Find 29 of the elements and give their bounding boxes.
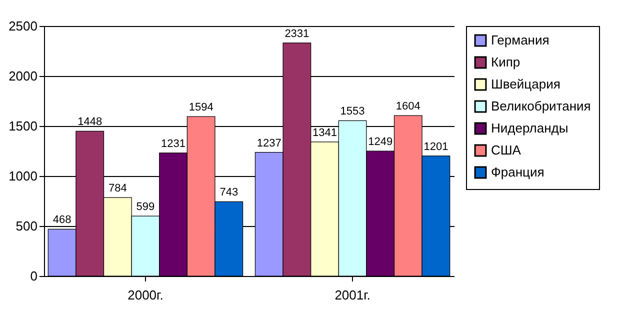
data-label: 1448 bbox=[78, 116, 102, 128]
y-tick-label: 500 bbox=[16, 218, 38, 234]
data-label: 1201 bbox=[424, 140, 448, 153]
data-label: 468 bbox=[52, 214, 72, 226]
data-label: 1553 bbox=[340, 106, 365, 118]
y-tick-label: 1000 bbox=[8, 168, 38, 184]
legend-label: Нидерланды bbox=[491, 120, 568, 136]
legend-label: Великобритания bbox=[491, 98, 591, 114]
data-label: 784 bbox=[108, 182, 127, 195]
data-label: 599 bbox=[136, 201, 155, 214]
data-label: 1231 bbox=[161, 138, 186, 150]
y-tick-label: 2500 bbox=[8, 18, 38, 34]
legend-label: Кипр bbox=[491, 54, 520, 70]
data-label: 2331 bbox=[284, 28, 310, 40]
data-label: 1604 bbox=[396, 100, 420, 113]
legend-label: Швейцария bbox=[491, 76, 560, 92]
y-tick-label: 2000 bbox=[8, 68, 38, 84]
legend-label: США bbox=[491, 142, 522, 158]
data-label: 1594 bbox=[188, 102, 214, 114]
legend-label: Германия bbox=[491, 32, 550, 48]
x-tick-label: 2001г. bbox=[334, 288, 370, 302]
data-label: 743 bbox=[220, 186, 238, 199]
y-tick-label: 0 bbox=[30, 268, 38, 284]
y-tick-label: 1500 bbox=[8, 118, 38, 134]
legend-label: Франция bbox=[491, 164, 544, 180]
data-label: 1237 bbox=[256, 137, 282, 150]
x-tick-label: 2000г. bbox=[128, 288, 164, 302]
data-label: 1249 bbox=[368, 136, 393, 148]
data-label: 1341 bbox=[312, 126, 337, 139]
